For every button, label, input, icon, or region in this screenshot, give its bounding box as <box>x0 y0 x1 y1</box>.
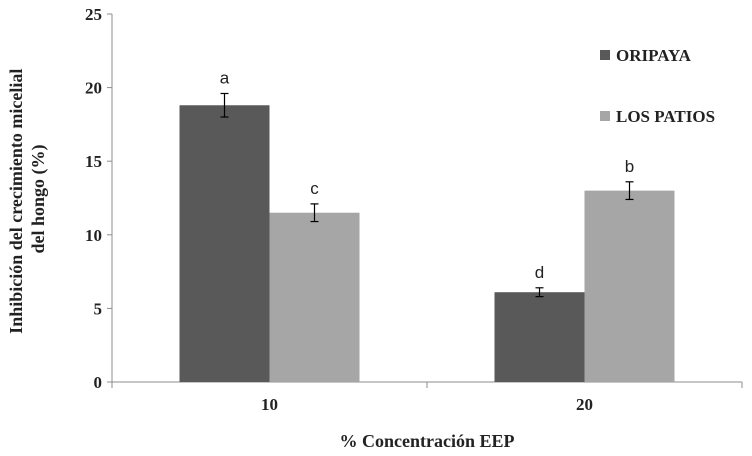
y-tick-label: 0 <box>94 373 103 392</box>
legend-swatch <box>600 50 610 60</box>
significance-label: b <box>625 157 634 176</box>
y-tick-label: 25 <box>85 5 102 24</box>
x-axis: 10 20 <box>111 381 743 414</box>
y-tick-label: 5 <box>94 299 103 318</box>
y-axis: 0 5 10 15 20 25 <box>85 5 113 392</box>
x-tick-label: 10 <box>261 395 278 414</box>
y-tick-label: 20 <box>85 79 102 98</box>
bar <box>494 292 585 382</box>
legend-label: LOS PATIOS <box>616 107 715 126</box>
legend-label: ORIPAYA <box>616 46 692 65</box>
bar <box>179 105 270 382</box>
y-axis-title: Inhibición del crecimiento micelial del … <box>6 64 49 334</box>
legend-swatch <box>600 111 610 121</box>
bar <box>584 190 675 382</box>
x-tick-label: 20 <box>576 395 593 414</box>
y-axis-title-line-2: del hongo (%) <box>28 144 49 253</box>
bar <box>269 212 360 382</box>
significance-label: c <box>310 179 319 198</box>
y-tick-label: 15 <box>85 152 102 171</box>
bars: a c d b <box>179 68 675 382</box>
significance-label: a <box>220 68 230 87</box>
x-axis-title: % Concentración EEP <box>340 431 515 451</box>
significance-label: d <box>535 263 544 282</box>
y-tick-label: 10 <box>85 226 102 245</box>
legend: ORIPAYA LOS PATIOS <box>600 46 715 126</box>
y-axis-title-line-1: Inhibición del crecimiento micelial <box>6 69 26 334</box>
